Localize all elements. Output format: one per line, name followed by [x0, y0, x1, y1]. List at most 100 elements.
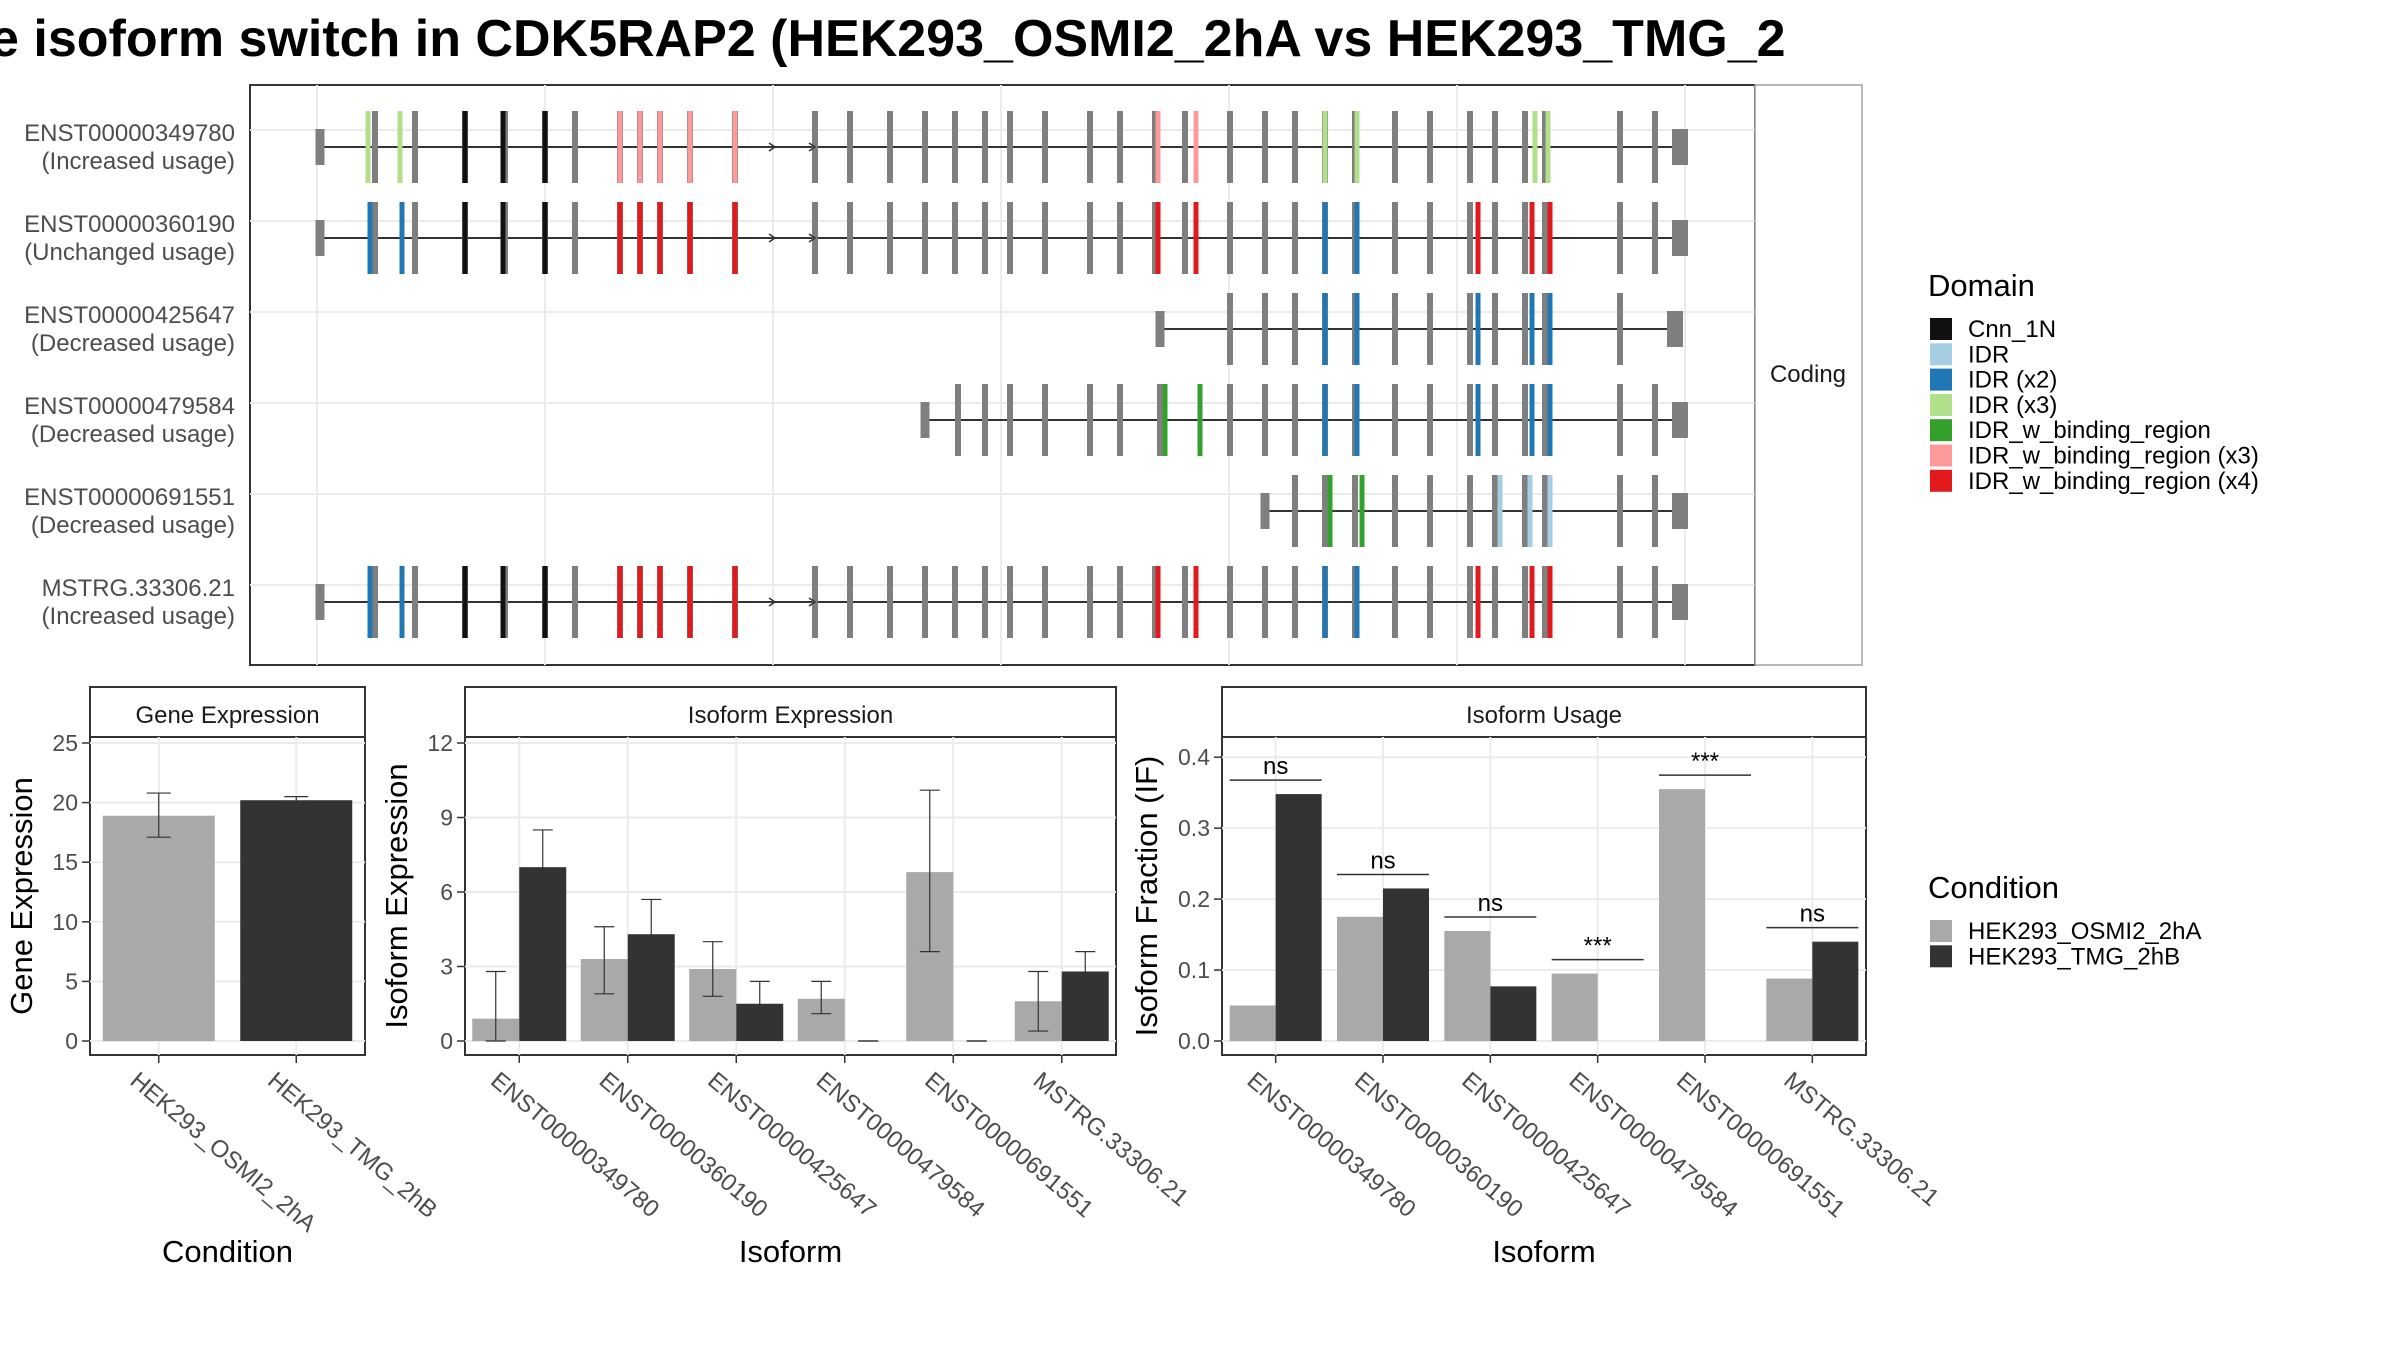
exon [1042, 384, 1048, 456]
domain-exon [1162, 384, 1168, 456]
domain-exon [1155, 202, 1161, 274]
significance-label: ns [1800, 901, 1825, 928]
exon [1467, 202, 1473, 274]
exon [1227, 384, 1233, 456]
domain-exon [397, 111, 403, 183]
exon [372, 202, 378, 274]
utr-exon [1155, 311, 1165, 347]
domain-exon [1497, 475, 1503, 547]
gene-expression-panel: Gene Expression0510152025HEK293_OSMI2_2h… [4, 686, 442, 1269]
exon [1392, 384, 1398, 456]
y-tick-label: 0.4 [1178, 744, 1210, 770]
domain-legend-key [1930, 368, 1952, 391]
exon [847, 566, 853, 638]
strand-arrow [768, 597, 777, 607]
exon [1467, 566, 1473, 638]
bar [1444, 931, 1491, 1041]
panel-title: Gene Expression [135, 702, 319, 729]
panel-title: Isoform Usage [1466, 702, 1622, 729]
exon [1652, 111, 1658, 183]
bar [1551, 973, 1598, 1041]
domain-legend-key [1930, 318, 1952, 340]
y-tick-label: 0.3 [1178, 815, 1210, 841]
domain-exon [1155, 111, 1161, 183]
domain-exon [1354, 202, 1360, 274]
exon [1492, 202, 1498, 274]
domain-exon [1547, 475, 1553, 547]
exon [1152, 111, 1158, 183]
domain-exon [1193, 202, 1199, 274]
panel-frame [464, 736, 1117, 1056]
exon [1617, 111, 1623, 183]
domain-exon [500, 566, 506, 638]
y-tick-label: 0 [440, 1028, 453, 1054]
isoform-expression-panel: Isoform Expression036912ENST00000349780E… [379, 686, 1193, 1269]
isoform-id-label: ENST00000691551 [24, 484, 235, 511]
domain-exon [1354, 111, 1360, 183]
strand-arrow [768, 142, 777, 152]
bar [1659, 789, 1705, 1041]
domain-exon [617, 202, 623, 274]
domain-exon [542, 111, 548, 183]
utr-exon [1672, 402, 1688, 438]
isoform-id-label: ENST00000479584 [24, 393, 235, 420]
exon [922, 202, 928, 274]
domain-legend-label: IDR_w_binding_region (x3) [1968, 443, 2259, 470]
isoform-usage-panel: Isoform Usage 0.0 0.1 0.2 0.3 0.4 ns ns ns *** ***… [1129, 686, 1944, 1269]
exon [982, 566, 988, 638]
exon [572, 202, 578, 274]
bar [1275, 794, 1322, 1041]
exon [1007, 384, 1013, 456]
exon [1652, 475, 1658, 547]
exon [1292, 111, 1298, 183]
exon [1117, 111, 1123, 183]
y-axis-title: Gene Expression [4, 777, 39, 1015]
exon [1292, 384, 1298, 456]
exon [887, 111, 893, 183]
exon [1427, 475, 1433, 547]
exon [1492, 293, 1498, 365]
domain-exon [657, 566, 663, 638]
domain-exon [1354, 384, 1360, 456]
exon [1262, 202, 1268, 274]
exon [952, 202, 958, 274]
exon [1392, 566, 1398, 638]
figure-title: e isoform switch in CDK5RAP2 (HEK293_OSM… [0, 10, 1786, 68]
exon [1427, 293, 1433, 365]
domain-exon [367, 566, 373, 638]
significance-label: ns [1478, 890, 1503, 917]
utr-exon [315, 584, 325, 620]
y-tick-label: 20 [52, 790, 78, 816]
exon [1182, 566, 1188, 638]
isoform-usage-label: (Increased usage) [42, 148, 235, 175]
exon [1522, 202, 1528, 274]
domain-exon [1475, 293, 1481, 365]
exon [372, 566, 378, 638]
structure-plot-frame [249, 84, 1756, 666]
domain-exon [657, 111, 663, 183]
domain-exon [687, 111, 693, 183]
y-tick-label: 12 [427, 730, 453, 756]
y-tick-label: 15 [52, 849, 78, 875]
exon [982, 384, 988, 456]
domain-exon [1354, 293, 1360, 365]
exon [1492, 475, 1498, 547]
exon [1542, 293, 1548, 365]
exon [1227, 566, 1233, 638]
domain-exon [1193, 566, 1199, 638]
exon [1227, 202, 1233, 274]
condition-legend-key [1930, 945, 1952, 968]
domain-exon [1322, 384, 1328, 456]
domain-exon [1529, 566, 1535, 638]
isoform-usage-label: (Unchanged usage) [24, 239, 235, 266]
domain-exon [1359, 475, 1365, 547]
y-tick-label: 3 [440, 954, 453, 980]
exon [1292, 202, 1298, 274]
exon [1352, 475, 1358, 547]
domain-exon [1527, 475, 1533, 547]
exon [1087, 384, 1093, 456]
exon [1427, 566, 1433, 638]
exon [1522, 475, 1528, 547]
exon [1227, 293, 1233, 365]
